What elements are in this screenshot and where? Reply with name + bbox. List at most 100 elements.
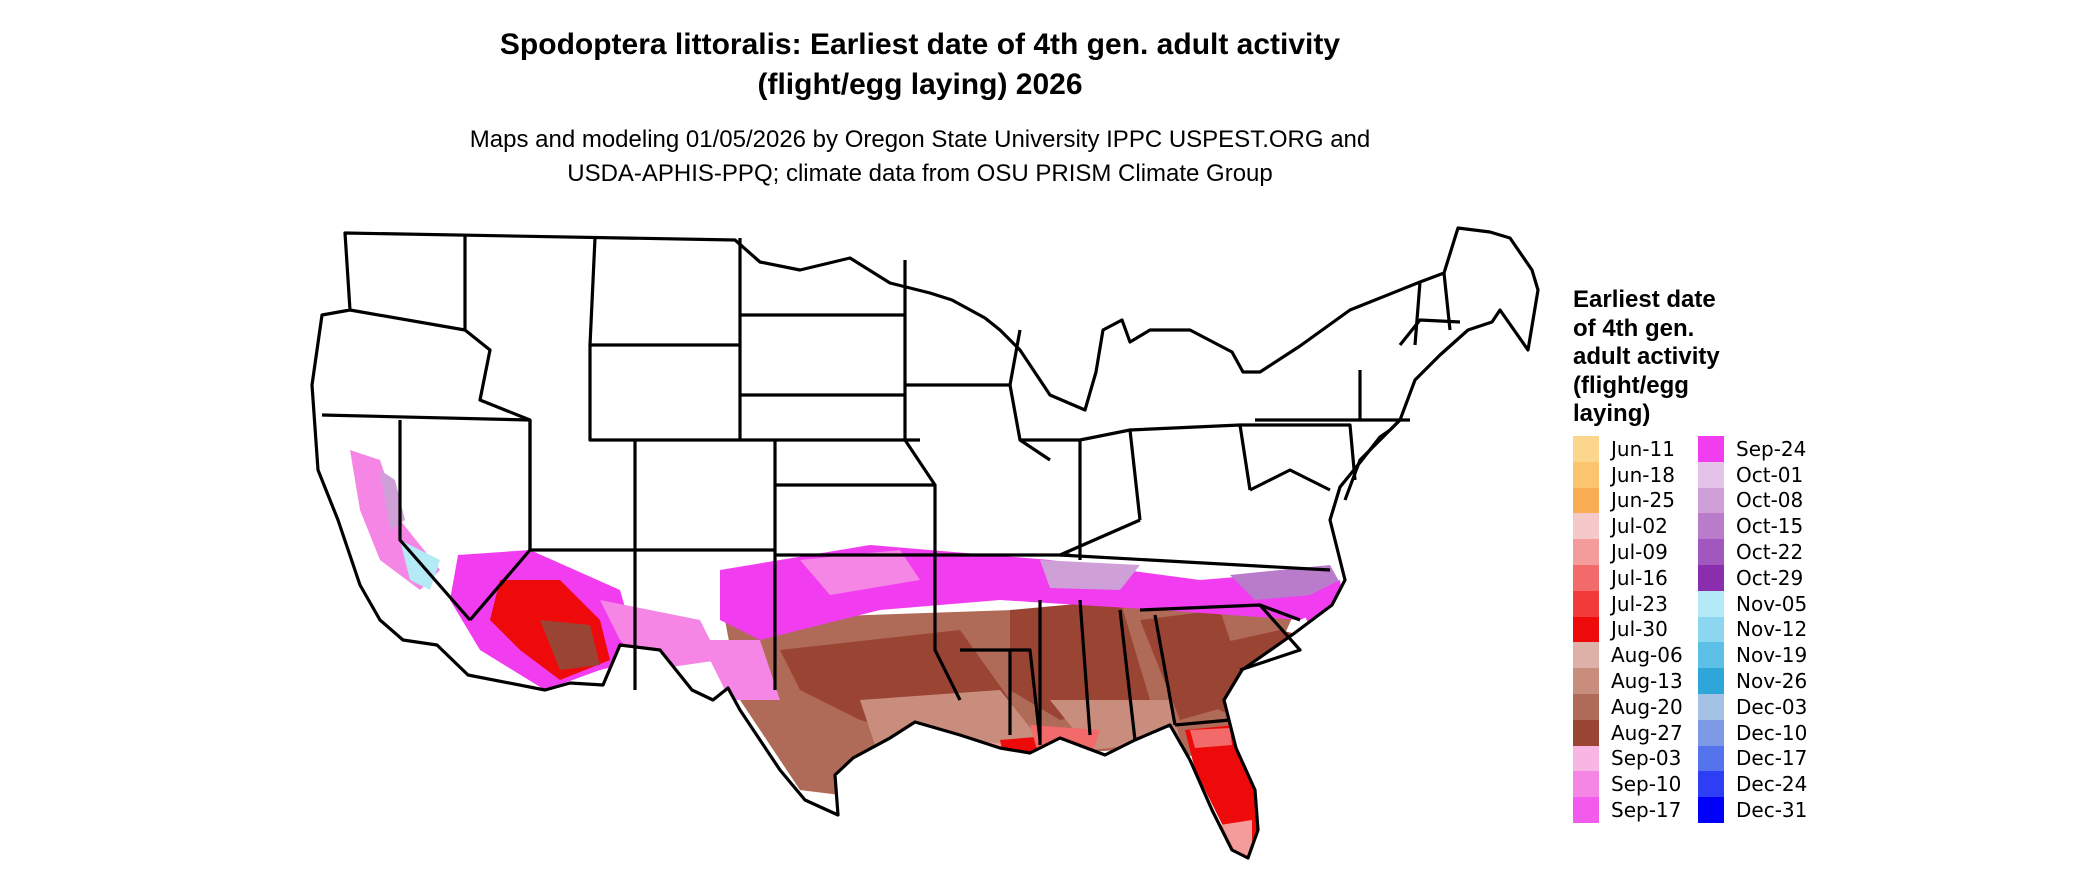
legend-title-line: adult activity <box>1573 343 1720 370</box>
legend-item: Jun-18 <box>1573 461 1683 488</box>
legend-item: Jun-25 <box>1573 487 1683 514</box>
legend-swatch <box>1573 668 1599 694</box>
legend-label: Sep-10 <box>1611 772 1682 797</box>
legend-swatch <box>1573 693 1599 720</box>
legend-label: Sep-17 <box>1611 798 1682 823</box>
legend-item: Aug-27 <box>1573 719 1683 746</box>
legend-item: Aug-20 <box>1573 693 1683 720</box>
legend-label: Jun-11 <box>1611 436 1675 461</box>
legend-swatch <box>1573 461 1599 488</box>
legend-label: Jun-18 <box>1611 462 1675 487</box>
legend-label: Nov-26 <box>1736 669 1808 694</box>
legend-label: Aug-27 <box>1611 720 1683 745</box>
legend-title: Earliest date of 4th gen. adult activity… <box>1573 286 1773 429</box>
legend-label: Dec-17 <box>1736 746 1808 771</box>
legend-label: Dec-24 <box>1736 772 1808 797</box>
map-subtitle-line-2: USDA-APHIS-PPQ; climate data from OSU PR… <box>567 160 1273 187</box>
legend-item: Oct-22 <box>1698 539 1807 565</box>
legend-label: Nov-12 <box>1736 617 1808 642</box>
legend-swatch <box>1573 745 1599 772</box>
legend-swatch <box>1698 513 1724 540</box>
model-color-regions <box>350 450 1345 858</box>
legend-label: Jun-25 <box>1611 488 1675 513</box>
legend-swatch <box>1573 564 1599 591</box>
legend-item: Jul-02 <box>1573 513 1683 540</box>
legend-swatch <box>1698 668 1724 694</box>
legend-item: Dec-24 <box>1698 771 1808 798</box>
legend-item: Dec-10 <box>1698 719 1808 746</box>
legend-item: Sep-24 <box>1698 436 1807 462</box>
legend-swatch <box>1698 719 1724 746</box>
legend-swatch <box>1698 564 1724 591</box>
legend-item: Aug-06 <box>1573 642 1683 669</box>
legend-item: Oct-01 <box>1698 461 1807 488</box>
legend-item: Oct-29 <box>1698 564 1807 591</box>
legend-item: Jul-09 <box>1573 539 1683 565</box>
legend-column-2: Sep-24 Oct-01 Oct-08 Oct-15 Oct-22 Oct-29 Nov-… <box>1698 436 1807 823</box>
legend-item: Sep-17 <box>1573 797 1683 823</box>
legend-swatch <box>1698 436 1724 462</box>
legend-label: Jul-30 <box>1611 617 1668 642</box>
legend-swatch <box>1573 719 1599 746</box>
legend-label: Aug-06 <box>1611 643 1683 668</box>
legend-item: Sep-03 <box>1573 745 1683 772</box>
legend-label: Oct-01 <box>1736 462 1804 487</box>
legend-label: Dec-10 <box>1736 720 1808 745</box>
legend-swatch <box>1698 693 1724 720</box>
map-title-line-2: (flight/egg laying) 2026 <box>757 68 1083 101</box>
legend-label: Sep-03 <box>1611 746 1682 771</box>
legend-item: Aug-13 <box>1573 668 1683 694</box>
legend-swatch <box>1573 590 1599 617</box>
legend-item: Oct-08 <box>1698 487 1807 514</box>
legend-item: Jul-23 <box>1573 590 1683 617</box>
legend-item: Nov-19 <box>1698 642 1808 669</box>
legend-swatch <box>1573 616 1599 643</box>
legend-swatch <box>1698 797 1724 823</box>
legend-label: Jul-23 <box>1611 591 1668 616</box>
legend-item: Jul-16 <box>1573 564 1683 591</box>
map-subtitle-line-1: Maps and modeling 01/05/2026 by Oregon S… <box>469 126 1371 153</box>
legend-item: Dec-17 <box>1698 745 1808 772</box>
legend-swatch <box>1698 771 1724 798</box>
legend-item: Nov-05 <box>1698 590 1808 617</box>
legend-column-1: Jun-11 Jun-18 Jun-25 Jul-02 Jul-09 Jul-16 Jul-… <box>1573 436 1683 823</box>
legend-label: Nov-05 <box>1736 591 1808 616</box>
legend-item: Jul-30 <box>1573 616 1683 643</box>
legend-swatch <box>1698 590 1724 617</box>
legend-label: Nov-19 <box>1736 643 1808 668</box>
legend-swatch <box>1698 642 1724 669</box>
legend-label: Oct-15 <box>1736 514 1804 539</box>
state-borders <box>310 226 1540 860</box>
legend-label: Dec-31 <box>1736 798 1808 823</box>
legend-label: Aug-13 <box>1611 669 1683 694</box>
legend-item: Dec-31 <box>1698 797 1807 823</box>
legend-item: Oct-15 <box>1698 513 1807 540</box>
legend-item: Jun-11 <box>1573 436 1683 462</box>
legend-swatch <box>1573 436 1599 462</box>
legend-swatch <box>1573 487 1599 514</box>
legend-swatch <box>1573 797 1599 823</box>
legend-label: Sep-24 <box>1736 436 1807 461</box>
legend-swatch <box>1573 642 1599 669</box>
legend-title-line: laying) <box>1573 400 1651 427</box>
legend-swatch <box>1698 745 1724 772</box>
legend-swatch <box>1698 487 1724 514</box>
legend-title-line: Earliest date <box>1573 286 1716 313</box>
legend-label: Aug-20 <box>1611 694 1683 719</box>
legend-swatch <box>1573 539 1599 565</box>
legend-item: Dec-03 <box>1698 693 1808 720</box>
legend-swatch <box>1698 616 1724 643</box>
us-map <box>310 226 1540 860</box>
legend-label: Dec-03 <box>1736 694 1808 719</box>
legend-label: Oct-22 <box>1736 540 1804 565</box>
legend-swatch <box>1573 771 1599 798</box>
legend-swatch <box>1573 513 1599 540</box>
legend-label: Jul-16 <box>1611 565 1668 590</box>
legend-label: Jul-02 <box>1611 514 1668 539</box>
legend-title-line: of 4th gen. <box>1573 314 1695 342</box>
legend-swatch <box>1698 461 1724 488</box>
legend-title-line: (flight/egg <box>1573 371 1689 399</box>
legend-label: Oct-08 <box>1736 488 1804 513</box>
map-title-line-1: Spodoptera littoralis: Earliest date of … <box>499 28 1341 61</box>
legend-item: Nov-12 <box>1698 616 1808 643</box>
